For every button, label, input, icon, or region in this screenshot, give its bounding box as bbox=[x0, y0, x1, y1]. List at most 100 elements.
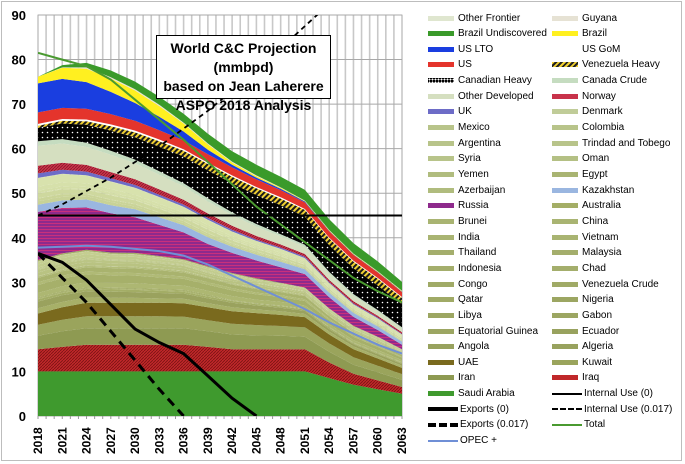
x-tick-label: 2042 bbox=[225, 427, 239, 454]
x-tick-label: 2027 bbox=[104, 427, 118, 454]
legend-swatch bbox=[428, 140, 454, 146]
legend-label: Venezuela Crude bbox=[582, 278, 659, 290]
y-tick-label: 0 bbox=[19, 409, 26, 424]
chart-title-line-1: World C&C Projection (mmbpd) bbox=[170, 40, 317, 75]
legend-swatch bbox=[552, 423, 582, 426]
legend-swatch bbox=[552, 265, 578, 271]
legend-label: Colombia bbox=[582, 122, 625, 134]
legend-swatch bbox=[428, 203, 454, 209]
line-opec bbox=[38, 244, 402, 355]
legend-item: Colombia bbox=[552, 121, 624, 135]
area-us-lto bbox=[38, 78, 402, 293]
area-algeria bbox=[38, 297, 402, 368]
legend-swatch bbox=[428, 218, 454, 224]
area-china bbox=[38, 251, 402, 351]
legend-label: China bbox=[582, 215, 609, 227]
y-tick-label: 80 bbox=[12, 53, 26, 68]
legend-item: Angola bbox=[428, 340, 489, 354]
legend-swatch bbox=[552, 312, 578, 318]
x-tick-label: 2036 bbox=[177, 427, 191, 454]
legend-label: Exports (0) bbox=[460, 403, 509, 415]
legend-label: Kuwait bbox=[582, 356, 613, 368]
y-axis: 0 10 20 30 40 50 60 70 80 90 bbox=[12, 8, 26, 424]
stacked-areas bbox=[38, 62, 402, 416]
legend-item: Internal Use (0.017) bbox=[552, 402, 672, 416]
legend-swatch bbox=[552, 359, 578, 365]
legend-swatch bbox=[552, 375, 578, 381]
x-tick-label: 2048 bbox=[274, 427, 288, 454]
legend-item: Saudi Arabia bbox=[428, 387, 515, 401]
x-tick-label: 2024 bbox=[80, 427, 94, 454]
legend-swatch bbox=[552, 187, 578, 193]
area-angola bbox=[38, 291, 402, 366]
legend-item: Mexico bbox=[428, 121, 490, 135]
legend-item: Indonesia bbox=[428, 261, 501, 275]
x-tick-label: 2057 bbox=[346, 427, 360, 454]
legend-swatch bbox=[552, 156, 578, 162]
legend-label: Chad bbox=[582, 262, 606, 274]
legend-item: Brazil bbox=[552, 27, 607, 41]
y-tick-label: 40 bbox=[12, 231, 26, 246]
x-tick-label: 2045 bbox=[249, 427, 263, 454]
legend-swatch bbox=[552, 93, 578, 99]
legend-item: UK bbox=[428, 105, 472, 119]
x-tick-label: 2039 bbox=[201, 427, 215, 454]
legend-swatch bbox=[552, 31, 578, 37]
legend-label: Libya bbox=[458, 309, 482, 321]
legend-label: Russia bbox=[458, 200, 489, 212]
y-tick-label: 60 bbox=[12, 142, 26, 157]
legend-item: US LTO bbox=[428, 42, 493, 56]
legend-item: India bbox=[428, 230, 480, 244]
legend-item: Iran bbox=[428, 371, 475, 385]
legend-item: US GoM bbox=[552, 42, 620, 56]
legend-label: Vietnam bbox=[582, 231, 619, 243]
legend-item: Yemen bbox=[428, 168, 489, 182]
legend-swatch bbox=[428, 297, 454, 303]
legend-label: Other Developed bbox=[458, 90, 534, 102]
legend-item: Other Frontier bbox=[428, 11, 520, 25]
legend-swatch bbox=[552, 218, 578, 224]
legend-swatch bbox=[552, 46, 578, 52]
line-total bbox=[38, 51, 402, 304]
legend-swatch bbox=[552, 344, 578, 350]
legend-label: Equatorial Guinea bbox=[458, 325, 539, 337]
legend-item: Syria bbox=[428, 152, 481, 166]
legend-label: Ecuador bbox=[582, 325, 620, 337]
legend-swatch bbox=[552, 297, 578, 303]
legend-label: Thailand bbox=[458, 247, 497, 259]
legend-label: UAE bbox=[458, 356, 479, 368]
legend-swatch bbox=[552, 140, 578, 146]
legend-item: Other Developed bbox=[428, 89, 534, 103]
legend-swatch bbox=[428, 250, 454, 256]
legend-item: Denmark bbox=[552, 105, 623, 119]
legend-label: Iran bbox=[458, 372, 476, 384]
legend-swatch bbox=[552, 408, 582, 411]
legend-label: Iraq bbox=[582, 372, 600, 384]
x-tick-label: 2051 bbox=[298, 427, 312, 454]
legend-item: Canada Crude bbox=[552, 74, 647, 88]
legend-swatch bbox=[428, 15, 454, 21]
legend-label: Exports (0.017) bbox=[460, 419, 529, 431]
line-series bbox=[38, 15, 402, 416]
legend-swatch bbox=[552, 203, 578, 209]
legend-item: Brunei bbox=[428, 214, 487, 228]
legend-item: Malaysia bbox=[552, 246, 621, 260]
y-tick-label: 30 bbox=[12, 275, 26, 290]
legend-label: Internal Use (0.017) bbox=[584, 403, 673, 415]
legend-swatch bbox=[552, 392, 582, 395]
legend-label: Azerbaijan bbox=[458, 184, 506, 196]
legend-item: Libya bbox=[428, 308, 482, 322]
legend-swatch bbox=[428, 125, 454, 131]
line-exports-0-017 bbox=[38, 252, 185, 416]
legend-label: Total bbox=[584, 419, 606, 431]
chart-title: World C&C Projection (mmbpd) based on Je… bbox=[156, 35, 331, 113]
legend-label: Argentina bbox=[458, 137, 501, 149]
legend-swatch bbox=[552, 234, 578, 240]
legend-label: Trindad and Tobego bbox=[582, 137, 671, 149]
legend-item: Vietnam bbox=[552, 230, 619, 244]
legend-item: Venezuela Heavy bbox=[552, 58, 660, 72]
legend-swatch bbox=[428, 328, 454, 334]
legend-label: Brazil Undiscovered bbox=[458, 28, 547, 40]
legend-item: Azerbaijan bbox=[428, 183, 505, 197]
legend-item: Brazil Undiscovered bbox=[428, 27, 547, 41]
